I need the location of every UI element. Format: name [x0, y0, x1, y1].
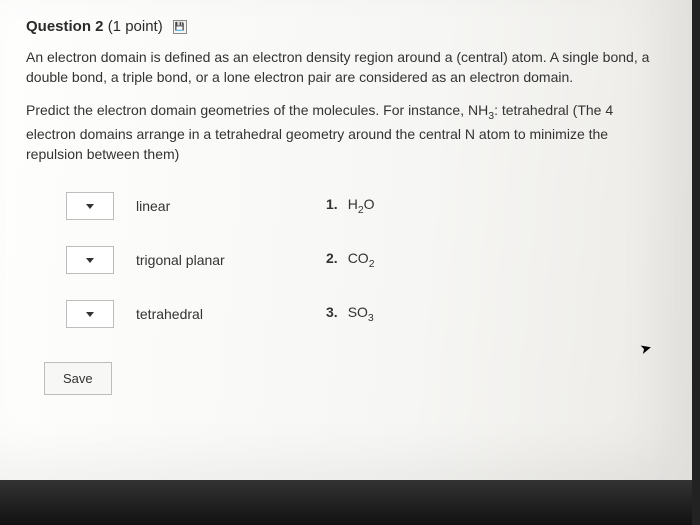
chevron-down-icon — [86, 204, 94, 209]
instruction-paragraph: Predict the electron domain geometries o… — [26, 100, 661, 165]
geometry-label: tetrahedral — [136, 306, 326, 322]
definition-paragraph: An electron domain is defined as an elec… — [26, 47, 661, 88]
bottom-frame — [0, 480, 692, 525]
molecule-number: 2. — [326, 250, 338, 270]
saved-indicator-icon: 💾 — [173, 20, 187, 34]
geometry-dropdown-1[interactable] — [66, 192, 114, 220]
cursor-icon: ➤ — [638, 339, 654, 358]
molecule-number: 3. — [326, 304, 338, 324]
molecule-item: 1. H2O — [326, 196, 375, 216]
geometry-label: trigonal planar — [136, 252, 326, 268]
match-row: linear 1. H2O — [66, 192, 670, 220]
geometry-dropdown-3[interactable] — [66, 300, 114, 328]
molecule-number: 1. — [326, 196, 338, 216]
molecule-formula: H2O — [348, 196, 375, 216]
geometry-dropdown-2[interactable] — [66, 246, 114, 274]
save-button[interactable]: Save — [44, 362, 112, 395]
question-points: (1 point) — [108, 18, 163, 35]
instruction-text-a: Predict the electron domain geometries o… — [26, 102, 488, 118]
molecule-formula: CO2 — [348, 250, 375, 270]
question-title: Question 2 (1 point) — [26, 18, 163, 35]
match-row: trigonal planar 2. CO2 — [66, 246, 670, 274]
molecule-item: 3. SO3 — [326, 304, 374, 324]
question-header: Question 2 (1 point) 💾 — [26, 18, 670, 35]
matching-area: linear 1. H2O trigonal planar 2. CO2 — [26, 192, 670, 328]
molecule-item: 2. CO2 — [326, 250, 375, 270]
match-row: tetrahedral 3. SO3 — [66, 300, 670, 328]
geometry-label: linear — [136, 198, 326, 214]
question-number: Question 2 — [26, 18, 104, 35]
chevron-down-icon — [86, 258, 94, 263]
chevron-down-icon — [86, 312, 94, 317]
question-card: Question 2 (1 point) 💾 An electron domai… — [0, 0, 692, 480]
molecule-formula: SO3 — [348, 304, 374, 324]
